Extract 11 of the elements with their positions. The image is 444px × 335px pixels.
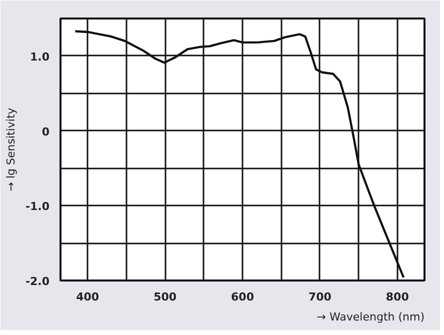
x-tick-label: 700 — [308, 290, 332, 304]
x-axis-title: → Wavelength (nm) — [316, 310, 424, 324]
x-tick-label: 400 — [76, 290, 100, 304]
y-tick-label: -1.0 — [25, 200, 50, 214]
x-tick-label: 800 — [386, 290, 410, 304]
y-tick-label: -2.0 — [25, 275, 50, 288]
y-axis-title: → lg Sensitivity — [4, 107, 18, 192]
y-tick-label: 0 — [42, 125, 50, 138]
x-tick-label: 500 — [154, 290, 177, 304]
x-tick-label: 600 — [231, 290, 254, 304]
y-tick-label: 1.0 — [30, 50, 50, 64]
